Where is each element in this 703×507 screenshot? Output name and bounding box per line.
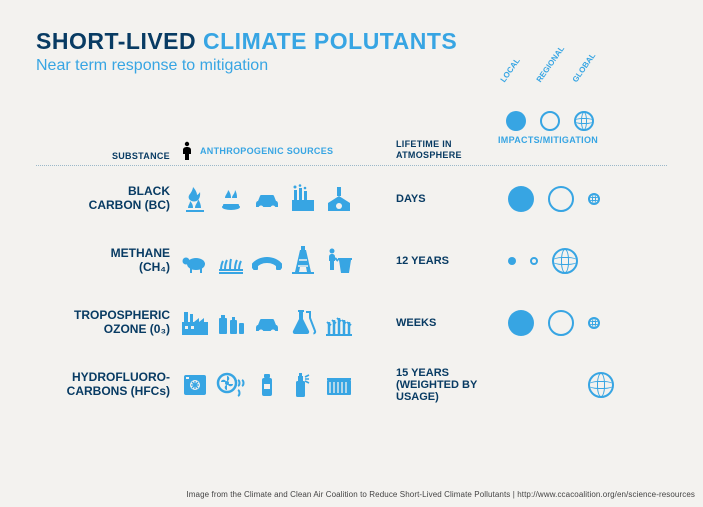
image-credit: Image from the Climate and Clean Air Coa…	[0, 490, 695, 499]
sources-icons	[180, 370, 390, 400]
livestock-icon	[180, 246, 210, 276]
impact-filled-circle	[508, 186, 534, 212]
substance-name: BLACK CARBON (BC)	[36, 185, 180, 213]
lifetime-value: 12 YEARS	[390, 255, 498, 267]
impact-globe-circle	[588, 193, 600, 205]
impact-outline-circle	[548, 186, 574, 212]
impact-globe-circle	[588, 317, 600, 329]
sources-icons	[180, 184, 390, 214]
kiln-icon	[324, 184, 354, 214]
impact-circles	[498, 248, 648, 274]
title-part-1: SHORT-LIVED	[36, 28, 196, 54]
header-impacts: LOCAL REGIONAL GLOBAL IMPACTS/MITIGATION	[498, 101, 648, 161]
lifetime-value: DAYS	[390, 193, 498, 205]
header-sources: ANTHROPOGENIC SOURCES	[180, 141, 390, 161]
lifetime-value: WEEKS	[390, 317, 498, 329]
scale-labels: LOCAL REGIONAL GLOBAL	[506, 75, 606, 84]
table-header-row: SUBSTANCE ANTHROPOGENIC SOURCES LIFETIME…	[36, 101, 667, 161]
impact-circles	[498, 186, 648, 212]
title-part-2: CLIMATE POLUTANTS	[203, 28, 457, 54]
main-title: SHORT-LIVED CLIMATE POLUTANTS	[36, 28, 667, 55]
pollutant-row: BLACK CARBON (BC) DAYS	[36, 168, 667, 230]
header-divider	[36, 165, 667, 166]
impact-circles	[498, 310, 648, 336]
impact-outline-circle	[530, 257, 538, 265]
fan-coil-icon	[216, 370, 246, 400]
container-icon	[324, 370, 354, 400]
chemical-flask-icon	[288, 308, 318, 338]
header-impacts-label: IMPACTS/MITIGATION	[498, 135, 598, 145]
impact-circles	[498, 372, 648, 398]
subtitle: Near term response to mitigation	[36, 57, 667, 75]
burn-field-icon	[180, 184, 210, 214]
header-substance: SUBSTANCE	[36, 151, 180, 161]
crops-icon	[324, 308, 354, 338]
infographic: SHORT-LIVED CLIMATE POLUTANTS Near term …	[0, 0, 703, 416]
pollutant-table: SUBSTANCE ANTHROPOGENIC SOURCES LIFETIME…	[36, 101, 667, 416]
lifetime-value: 15 YEARS (WEIGHTED BY USAGE)	[390, 367, 498, 403]
industry-icon	[288, 184, 318, 214]
impact-globe-circle	[574, 111, 594, 131]
impact-globe-circle	[552, 248, 578, 274]
pollutant-row: METHANE (CH₄) 12 YEARS	[36, 230, 667, 292]
fuel-cans-icon	[216, 308, 246, 338]
fridge-icon	[180, 370, 210, 400]
impact-filled-circle	[506, 111, 526, 131]
legend-circles	[506, 111, 594, 131]
canister-icon	[252, 370, 282, 400]
cookstove-icon	[216, 184, 246, 214]
pollutant-row: HYDROFLUORO- CARBONS (HFCs) 15 YEARS (WE…	[36, 354, 667, 416]
substance-name: METHANE (CH₄)	[36, 247, 180, 275]
sources-icons	[180, 246, 390, 276]
factory-icon	[180, 308, 210, 338]
car-icon	[252, 184, 282, 214]
impact-outline-circle	[548, 310, 574, 336]
impact-outline-circle	[540, 111, 560, 131]
substance-name: TROPOSPHERIC OZONE (0₃)	[36, 309, 180, 337]
oil-rig-icon	[288, 246, 318, 276]
impact-filled-circle	[508, 310, 534, 336]
waste-bin-icon	[324, 246, 354, 276]
impact-globe-circle	[588, 372, 614, 398]
rice-paddy-icon	[216, 246, 246, 276]
pollutant-row: TROPOSPHERIC OZONE (0₃) WEEKS	[36, 292, 667, 354]
car-icon	[252, 308, 282, 338]
substance-name: HYDROFLUORO- CARBONS (HFCs)	[36, 371, 180, 399]
header-lifetime: LIFETIME IN ATMOSPHERE	[390, 139, 498, 161]
impact-filled-circle	[508, 257, 516, 265]
sources-icons	[180, 308, 390, 338]
spray-can-icon	[288, 370, 318, 400]
person-icon	[180, 141, 194, 161]
pipeline-icon	[252, 246, 282, 276]
header-sources-label: ANTHROPOGENIC SOURCES	[200, 146, 333, 156]
